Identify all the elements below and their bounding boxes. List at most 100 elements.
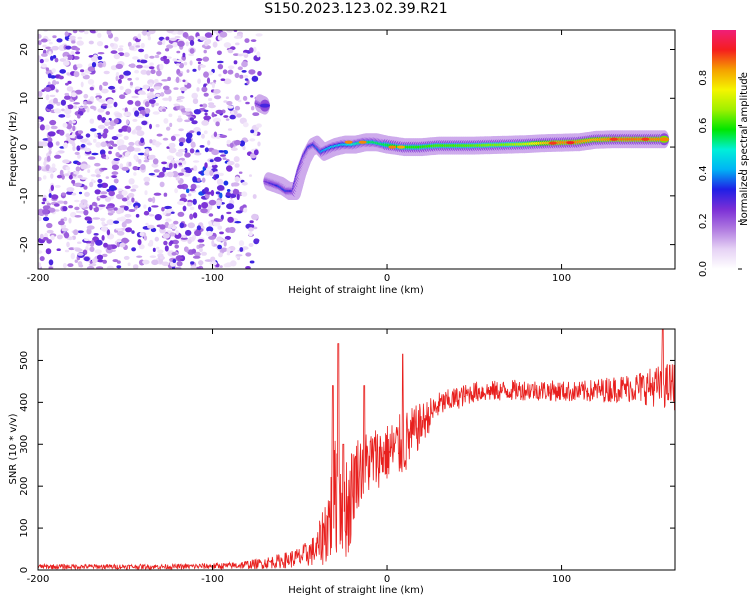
heatmap-noise-cell (217, 63, 224, 70)
heatmap-noise-cell (201, 133, 205, 139)
heatmap-noise-cell (206, 77, 211, 84)
heatmap-noise-cell (179, 222, 185, 229)
heatmap-noise-cell (140, 59, 148, 64)
heatmap-noise-cell (38, 262, 42, 268)
heatmap-noise-cell (66, 72, 70, 76)
heatmap-noise-cell (106, 244, 113, 251)
heatmap-noise-cell (123, 255, 130, 260)
heatmap-noise-cell (185, 246, 189, 253)
heatmap-noise-cell (68, 205, 74, 209)
heatmap-noise-cell (237, 53, 244, 57)
heatmap-noise-cell (140, 164, 146, 171)
heatmap-noise-cell (140, 42, 145, 49)
heatmap-noise-cell (199, 145, 205, 148)
heatmap-noise-cell (97, 114, 102, 121)
heatmap-noise-cell (226, 165, 233, 172)
heatmap-noise-cell (213, 131, 218, 138)
heatmap-noise-cell (153, 192, 162, 196)
heatmap-noise-cell (188, 53, 195, 57)
heatmap-noise-cell (162, 85, 170, 91)
heatmap-noise-cell (192, 98, 199, 105)
heatmap-noise-cell (68, 174, 73, 180)
heatmap-noise-cell (170, 135, 176, 141)
heatmap-noise-cell (171, 225, 177, 230)
heatmap-noise-cell (206, 166, 214, 170)
heatmap-noise-cell (168, 224, 172, 228)
heatmap-noise-cell (204, 187, 209, 193)
heatmap-noise-cell (241, 70, 247, 73)
heatmap-noise-cell (116, 238, 123, 243)
heatmap-noise-cell (46, 155, 51, 162)
heatmap-noise-cell (132, 264, 139, 269)
heatmap-noise-cell (213, 218, 220, 222)
heatmap-cells (38, 30, 670, 269)
heatmap-noise-cell (225, 96, 229, 99)
heatmap-noise-cell (106, 265, 114, 269)
heatmap-noise-cell (60, 224, 67, 229)
heatmap-noise-cell (119, 45, 124, 48)
heatmap-noise-cell (113, 207, 118, 211)
heatmap-noise-cell (136, 130, 145, 137)
heatmap-noise-cell (156, 133, 163, 137)
heatmap-noise-cell (45, 248, 52, 255)
heatmap-noise-cell (77, 174, 83, 179)
snr-y-ticks: 0 100 200 300 400 500 (19, 351, 675, 573)
heatmap-noise-cell (125, 88, 132, 95)
heatmap-noise-cell (192, 212, 198, 219)
heatmap-noise-cell (177, 200, 185, 205)
heatmap-noise-cell (226, 247, 231, 253)
heatmap-noise-cell (233, 60, 238, 65)
heatmap-noise-cell (115, 133, 123, 137)
heatmap-noise-cell (144, 148, 150, 154)
heatmap-noise-cell (161, 161, 168, 165)
heatmap-noise-cell (165, 218, 172, 222)
heatmap-noise-cell (176, 260, 183, 267)
heatmap-noise-cell (182, 52, 186, 58)
heatmap-noise-cell (173, 103, 180, 107)
heatmap-noise-cell (70, 92, 77, 98)
heatmap-noise-cell (200, 208, 208, 214)
heatmap-noise-cell (91, 61, 97, 68)
heatmap-noise-cell (154, 214, 162, 221)
heatmap-noise-cell (174, 188, 179, 194)
heatmap-noise-cell (117, 188, 123, 191)
heatmap-noise-cell (133, 154, 138, 160)
heatmap-noise-cell (148, 99, 156, 104)
snr-x-axis-title: Height of straight line (km) (288, 585, 424, 596)
heatmap-noise-cell (242, 122, 249, 128)
heatmap-noise-cell (163, 118, 169, 124)
heatmap-noise-cell (128, 192, 135, 198)
heatmap-noise-cell (97, 134, 102, 139)
heatmap-noise-cell (95, 141, 102, 148)
heatmap-noise-cell (249, 260, 255, 264)
heatmap-noise-cell (87, 66, 96, 72)
heatmap-noise-cell (89, 181, 94, 188)
heatmap-noise-cell (241, 52, 248, 55)
heatmap-noise-cell (111, 159, 119, 166)
heatmap-noise-cell (70, 252, 76, 260)
heatmap-noise-cell (134, 205, 139, 209)
heatmap-noise-cell (149, 239, 154, 246)
heatmap-noise-cell (188, 35, 195, 42)
heatmap-x-tick-label: 100 (552, 273, 571, 284)
heatmap-noise-cell (241, 61, 248, 68)
colorbar-label: Normalized spectral amplitude (739, 72, 750, 226)
heatmap-noise-cell (250, 95, 254, 98)
heatmap-noise-cell (173, 87, 179, 90)
colorbar-tick-label: 0.4 (698, 165, 709, 181)
heatmap-noise-cell (194, 229, 202, 237)
heatmap-noise-cell (147, 36, 151, 41)
heatmap-noise-cell (137, 33, 142, 40)
heatmap-noise-cell (77, 154, 81, 159)
heatmap-noise-cell (97, 56, 103, 60)
heatmap-noise-cell (149, 88, 155, 92)
heatmap-noise-cell (177, 40, 185, 47)
heatmap-noise-cell (166, 208, 174, 212)
heatmap-noise-cell (61, 227, 69, 232)
heatmap-noise-cell (229, 114, 236, 120)
heatmap-noise-cell (60, 99, 66, 106)
heatmap-noise-cell (73, 171, 80, 175)
heatmap-noise-cell (92, 217, 101, 220)
heatmap-noise-cell (77, 36, 83, 40)
